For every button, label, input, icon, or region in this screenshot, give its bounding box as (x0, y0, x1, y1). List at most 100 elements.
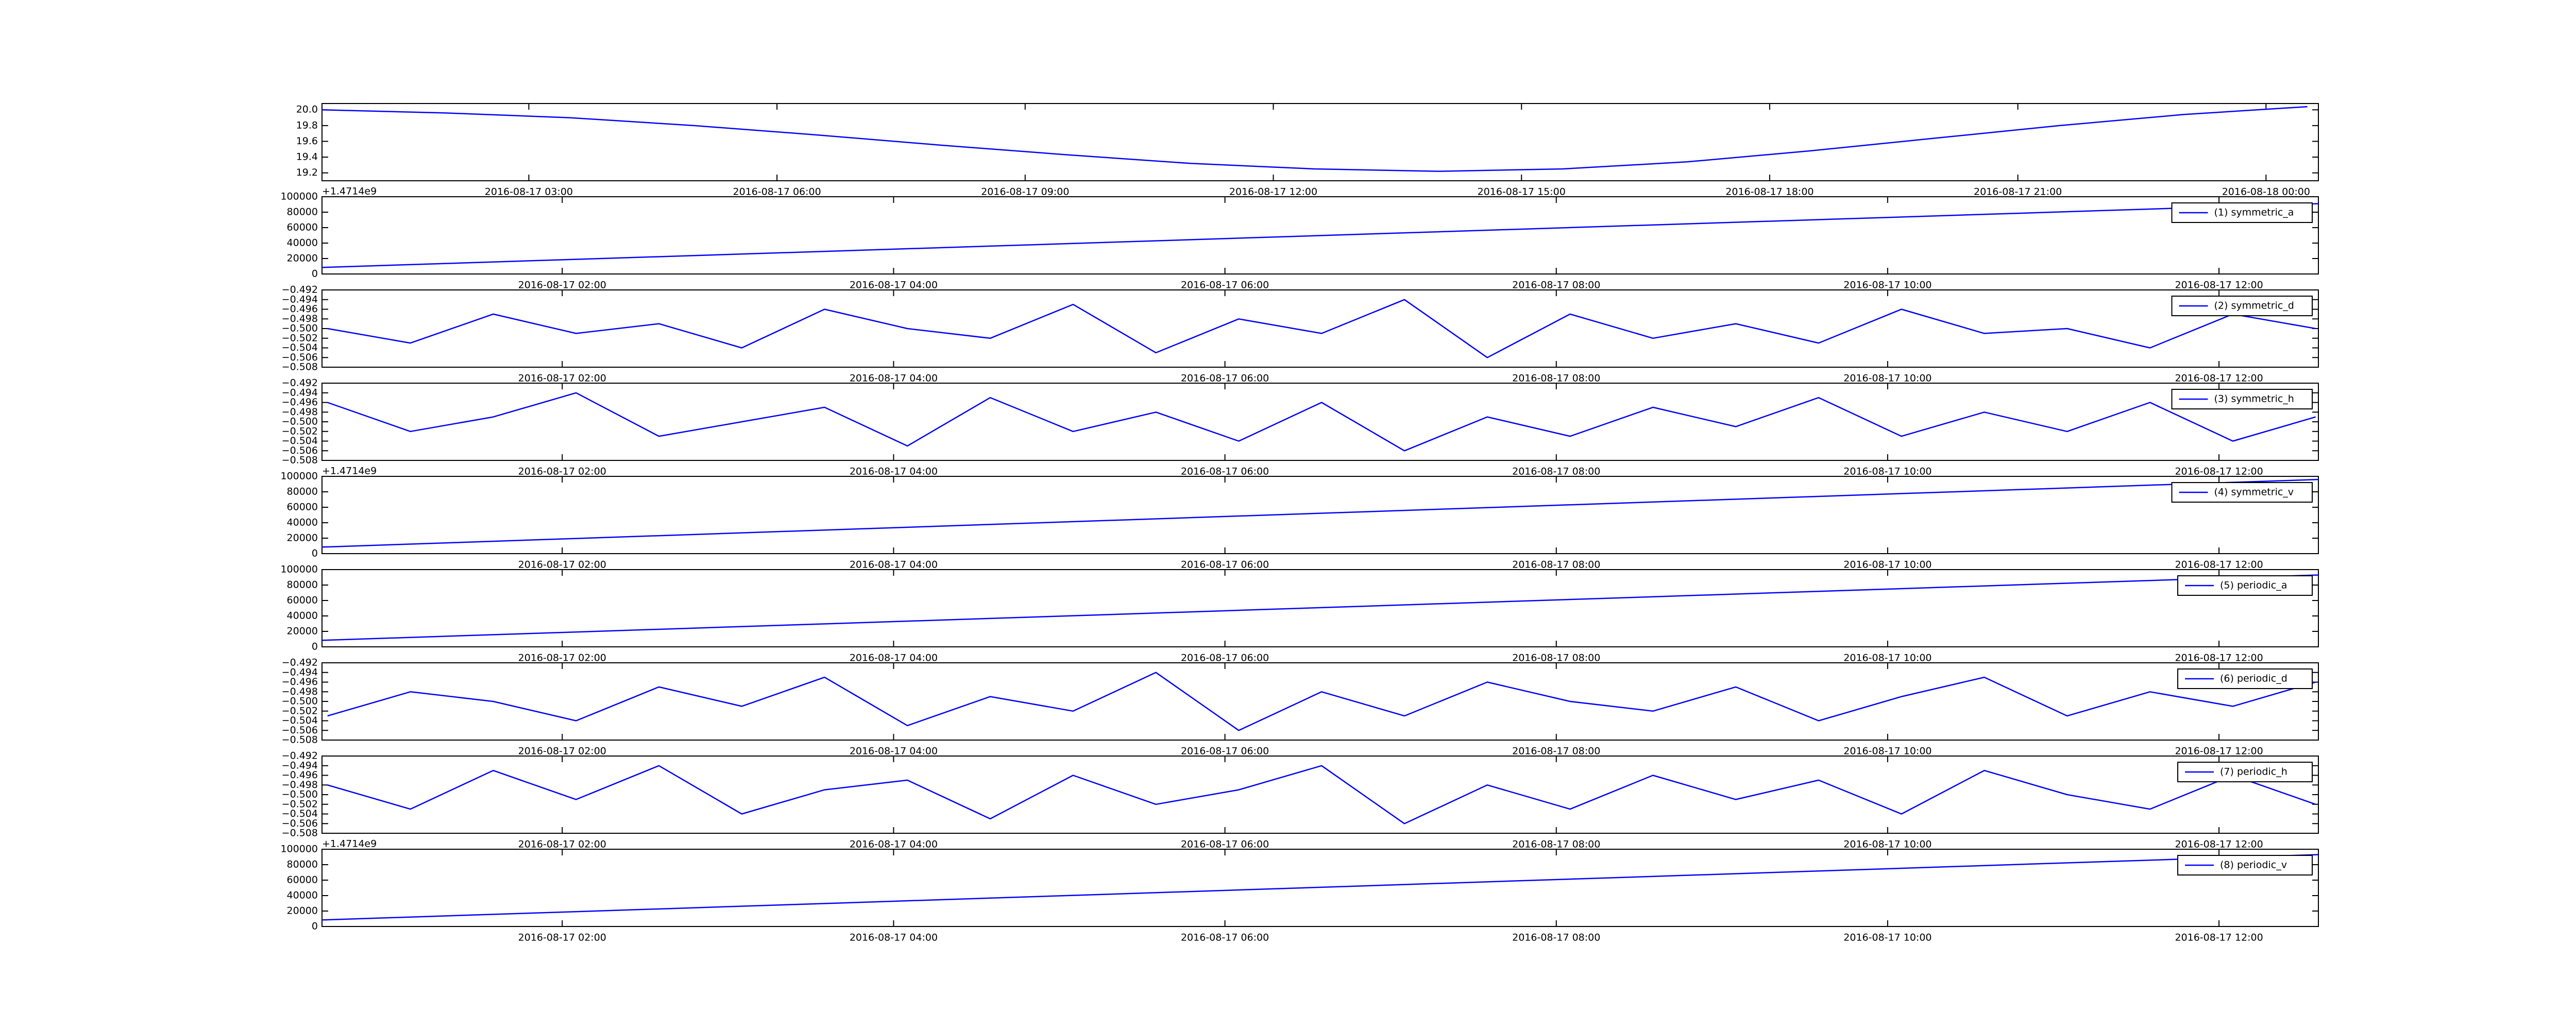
y-tick-label: 40000 (287, 610, 318, 622)
x-tick-label: 2016-08-17 15:00 (1478, 186, 1566, 198)
plot-frame (321, 476, 2319, 554)
legend: (1) symmetric_a (2171, 202, 2313, 223)
panel: −0.508−0.506−0.504−0.502−0.500−0.498−0.4… (282, 657, 2319, 757)
y-tick-label: −0.492 (282, 750, 318, 762)
plot-frame (321, 569, 2319, 647)
y-tick-label: 80000 (287, 579, 318, 591)
plot-frame (321, 662, 2319, 741)
y-tick-label: −0.504 (282, 808, 318, 819)
x-tick-label: 2016-08-17 08:00 (1512, 559, 1600, 571)
x-tick-label: 2016-08-17 04:00 (850, 839, 938, 850)
x-tick-label: 2016-08-17 10:00 (1843, 373, 1931, 384)
x-tick-label: 2016-08-17 06:00 (1181, 932, 1269, 943)
x-tick-label: 2016-08-17 04:00 (850, 373, 938, 384)
x-tick-label: 2016-08-17 10:00 (1843, 746, 1931, 757)
y-tick-label: −0.504 (282, 342, 318, 353)
y-tick-label: −0.494 (282, 666, 318, 678)
y-tick-label: 60000 (287, 874, 318, 886)
y-tick-label: 0 (312, 548, 318, 559)
legend: (6) periodic_d (2177, 668, 2313, 689)
x-tick-label: 2016-08-17 02:00 (518, 746, 606, 757)
x-tick-label: 2016-08-17 02:00 (518, 373, 606, 384)
y-tick-label: −0.506 (282, 818, 318, 829)
y-tick-label: 20000 (287, 626, 318, 637)
panel: 0 20000 40000 60000 80000 100000 2016-08-17 02… (280, 466, 2319, 571)
x-tick-label: 2016-08-17 08:00 (1512, 280, 1600, 291)
x-tick-label: 2016-08-17 08:00 (1512, 839, 1600, 850)
x-tick-label: 2016-08-17 10:00 (1843, 466, 1931, 477)
y-tick-label: −0.498 (282, 406, 318, 418)
y-tick-label: 100000 (280, 191, 318, 202)
y-tick-label: −0.500 (282, 416, 318, 427)
y-tick-label: −0.498 (282, 313, 318, 324)
y-tick-label: −0.504 (282, 715, 318, 726)
panel: 0 20000 40000 60000 80000 100000 2016-08-17 02… (280, 838, 2319, 943)
x-tick-label: 2016-08-17 08:00 (1512, 373, 1600, 384)
x-tick-label: 2016-08-17 12:00 (2175, 280, 2263, 291)
x-tick-label: 2016-08-17 06:00 (1181, 373, 1269, 384)
x-tick-label: 2016-08-17 06:00 (1181, 280, 1269, 291)
x-tick-label: 2016-08-17 06:00 (1181, 559, 1269, 571)
y-tick-label: −0.492 (282, 377, 318, 389)
x-tick-label: 2016-08-17 08:00 (1512, 746, 1600, 757)
x-tick-label: 2016-08-17 10:00 (1843, 932, 1931, 943)
x-tick-label: 2016-08-17 04:00 (850, 932, 938, 943)
legend-label: (8) periodic_v (2220, 860, 2287, 871)
y-tick-label: −0.494 (282, 294, 318, 305)
x-tick-label: 2016-08-17 02:00 (518, 466, 606, 477)
plot-frame (321, 383, 2319, 461)
y-tick-label: 40000 (287, 517, 318, 528)
y-tick-label: 19.4 (296, 151, 318, 163)
series-line (327, 299, 2316, 358)
x-tick-label: 2016-08-17 12:00 (2175, 466, 2263, 477)
y-tick-label: −0.498 (282, 686, 318, 697)
x-tick-label: 2016-08-17 03:00 (485, 186, 573, 198)
y-tick-label: −0.500 (282, 696, 318, 707)
x-tick-label: 2016-08-17 12:00 (2175, 653, 2263, 664)
x-tick-label: 2016-08-17 12:00 (2175, 932, 2263, 943)
y-tick-label: −0.506 (282, 725, 318, 736)
x-tick-label: 2016-08-17 04:00 (850, 559, 938, 571)
plot-frame (321, 103, 2319, 181)
plot-frame (321, 196, 2319, 274)
series-line (327, 672, 2316, 731)
y-tick-label: −0.502 (282, 332, 318, 344)
series-line (321, 203, 2319, 268)
x-tick-label: 2016-08-17 12:00 (2175, 746, 2263, 757)
panel: 0 20000 40000 60000 80000 100000 2016-08-17 02… (280, 564, 2319, 664)
x-tick-label: 2016-08-17 02:00 (518, 932, 606, 943)
legend-label: (1) symmetric_a (2214, 207, 2294, 218)
y-tick-label: −0.492 (282, 284, 318, 296)
legend: (3) symmetric_h (2171, 389, 2313, 409)
y-tick-label: 20000 (287, 905, 318, 917)
y-tick-label: −0.502 (282, 798, 318, 810)
x-tick-label: 2016-08-17 04:00 (850, 280, 938, 291)
panel: 0 20000 40000 60000 80000 100000 2016-08-17 02… (280, 186, 2319, 291)
y-tick-label: 100000 (280, 471, 318, 482)
panel: −0.508−0.506−0.504−0.502−0.500−0.498−0.4… (282, 750, 2319, 850)
x-tick-label: 2016-08-17 04:00 (850, 746, 938, 757)
x-tick-label: 2016-08-17 04:00 (850, 653, 938, 664)
y-tick-label: 0 (312, 268, 318, 280)
x-tick-label: 2016-08-17 10:00 (1843, 839, 1931, 850)
series-line (321, 478, 2319, 548)
y-tick-label: −0.500 (282, 323, 318, 334)
panel: 19.2 19.4 19.6 19.8 20.0 2016-08-17 03:00 2016… (296, 103, 2319, 198)
series-line (321, 854, 2319, 921)
x-tick-label: 2016-08-17 06:00 (1181, 839, 1269, 850)
y-tick-label: 100000 (280, 564, 318, 575)
y-tick-label: −0.494 (282, 387, 318, 398)
y-tick-label: −0.492 (282, 657, 318, 668)
y-tick-label: 60000 (287, 222, 318, 233)
y-tick-label: 19.6 (296, 135, 318, 147)
x-tick-label: 2016-08-17 06:00 (1181, 466, 1269, 477)
y-offset-label: +1.4714e9 (322, 186, 377, 197)
y-tick-label: −0.508 (282, 734, 318, 746)
x-tick-label: 2016-08-17 06:00 (1181, 653, 1269, 664)
y-tick-label: 60000 (287, 502, 318, 513)
y-tick-label: −0.502 (282, 425, 318, 437)
x-tick-label: 2016-08-17 06:00 (1181, 746, 1269, 757)
y-tick-label: 80000 (287, 859, 318, 870)
y-tick-label: 80000 (287, 207, 318, 218)
